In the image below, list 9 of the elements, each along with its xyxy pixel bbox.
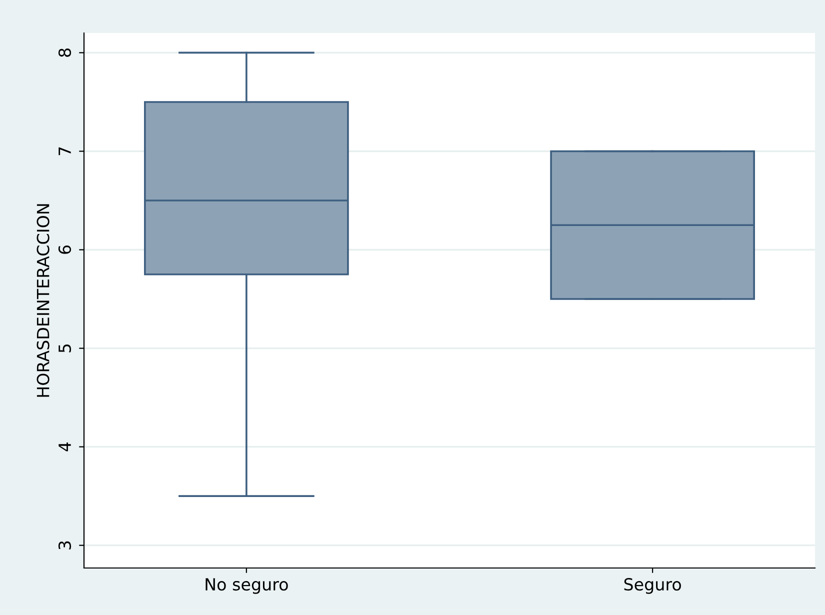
y-tick-label: 3 (58, 541, 72, 550)
y-tick-label: 4 (58, 442, 71, 452)
y-axis-title: HORASDEINTERACCION (36, 204, 50, 397)
x-tick-label: No seguro (206, 578, 288, 594)
y-tick-label: 6 (58, 246, 72, 254)
y-tick-label: 5 (58, 344, 72, 352)
y-tick-label: 8 (58, 48, 72, 57)
x-tick-label: Seguro (624, 578, 681, 594)
y-tick-label: 7 (58, 147, 71, 156)
